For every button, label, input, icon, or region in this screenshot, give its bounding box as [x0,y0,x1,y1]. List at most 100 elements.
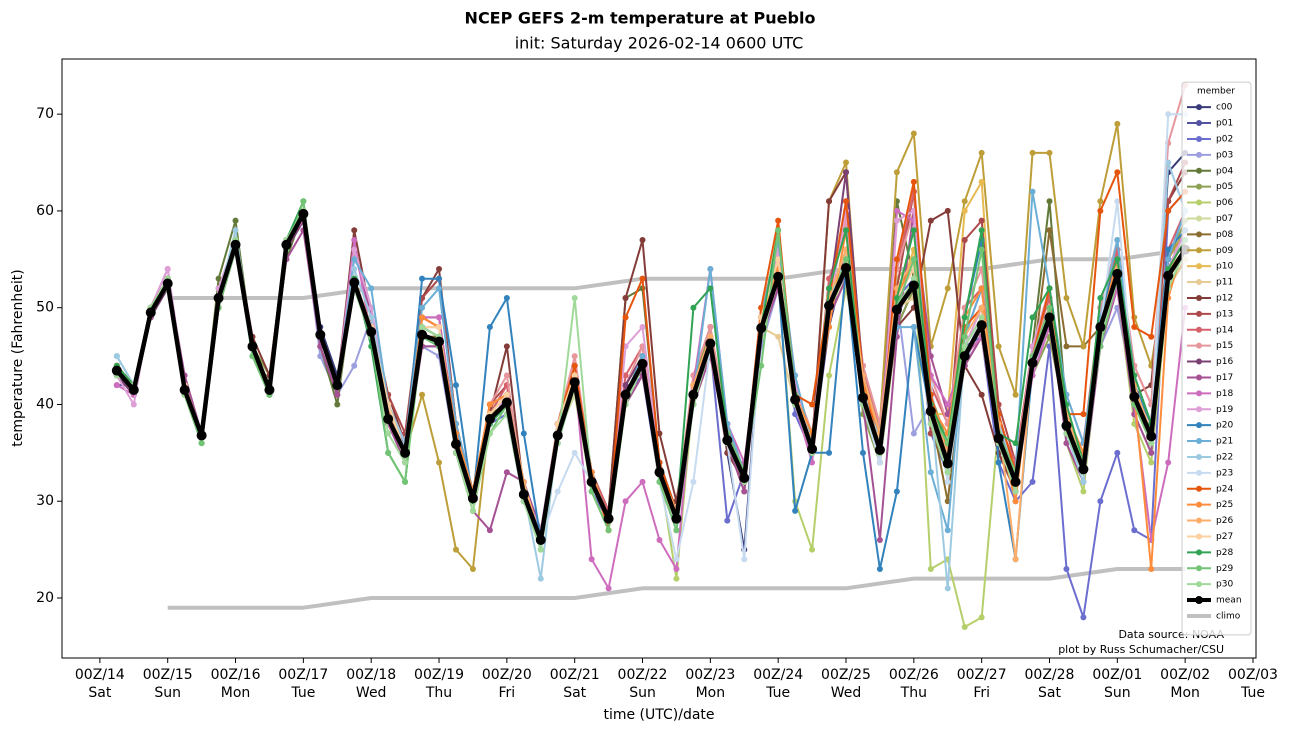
member-point [130,401,137,408]
member-point [843,198,850,205]
legend-label: p21 [1216,437,1233,447]
member-point [1148,440,1155,447]
legend-label: p02 [1216,134,1233,144]
legend-label: p22 [1216,452,1233,462]
legend-label: c00 [1216,103,1233,113]
x-tick-label: 00Z/16 [211,667,261,683]
member-point [673,565,680,572]
x-tick-label: 00Z/27 [957,667,1007,683]
x-tick-label: 00Z/22 [618,667,668,683]
mean-point [637,358,648,369]
x-tick-sublabel: Tue [1240,685,1265,701]
legend-marker [1196,294,1202,301]
member-point [944,285,951,292]
climo-line [167,567,1186,610]
x-tick-sublabel: Fri [973,685,990,701]
mean-point [552,430,563,441]
x-tick-label: 00Z/14 [75,667,125,683]
member-point [1148,449,1155,456]
member-point [724,517,731,524]
member-point [113,353,120,360]
x-tick-sublabel: Mon [1170,685,1200,701]
member-point [1029,188,1036,195]
x-tick-label: 00Z/17 [278,667,328,683]
legend-marker [1196,247,1202,254]
member-point [910,227,917,234]
mean-point [450,439,461,450]
x-tick-sublabel: Sat [1038,685,1061,701]
legend-marker [1196,422,1202,429]
member-point [639,324,646,331]
member-point [809,401,816,408]
member-point [1080,343,1087,350]
member-point [368,304,375,311]
member-point [503,372,510,379]
x-tick-sublabel: Thu [425,685,452,701]
member-point [944,401,951,408]
legend-label: p20 [1216,421,1233,431]
legend-label: p09 [1216,246,1233,256]
member-point [1063,295,1070,302]
mean-point [1078,464,1089,475]
x-tick-sublabel: Wed [831,685,862,701]
member-point [503,391,510,398]
member-point [910,178,917,185]
mean-point [162,278,173,289]
member-point [436,275,443,282]
y-axis-label: temperature (Fahrenheit) [10,269,26,446]
legend-label: climo [1216,611,1241,621]
member-point [978,285,985,292]
y-tick-label: 50 [36,300,54,316]
member-point [402,459,409,466]
x-tick-label: 00Z/02 [1160,667,1210,683]
legend-label: p23 [1216,468,1233,478]
legend-label: p26 [1216,516,1233,526]
mean-point [841,263,852,274]
member-point [826,372,833,379]
member-point [622,314,629,321]
member-point [673,527,680,534]
member-point [1012,391,1019,398]
member-point [622,382,629,389]
legend-marker [1196,581,1202,588]
member-point [961,343,968,350]
member-point [910,130,917,137]
mean-point [298,208,309,219]
x-tick-sublabel: Sun [154,685,181,701]
member-point [1165,256,1172,263]
plot-frame [61,58,1257,659]
member-point [775,217,782,224]
member-point [334,401,341,408]
member-point [927,217,934,224]
mean-point [264,384,275,395]
member-point [486,527,493,534]
x-tick-sublabel: Tue [765,685,790,701]
member-point [368,285,375,292]
legend-marker [1196,310,1202,317]
member-point [673,556,680,563]
mean-point [1163,270,1174,281]
member-point [351,227,358,234]
member-point [605,585,612,592]
mean-point [942,458,953,469]
member-point [1165,459,1172,466]
member-point [419,391,426,398]
legend-label: p13 [1216,309,1233,319]
member-point [893,207,900,214]
legend-marker [1196,565,1202,572]
x-tick-label: 00Z/18 [346,667,396,683]
mean-point [620,389,631,400]
mean-point [349,277,360,288]
member-point [741,488,748,495]
x-tick-label: 00Z/01 [1092,667,1142,683]
member-point [978,227,985,234]
mean-point [756,323,767,334]
mean-point [128,384,139,395]
member-point [334,391,341,398]
member-point [792,507,799,514]
mean-point [993,433,1004,444]
legend-label: p04 [1216,166,1233,176]
member-point [809,546,816,553]
member-point [1063,343,1070,350]
member-point [707,285,714,292]
